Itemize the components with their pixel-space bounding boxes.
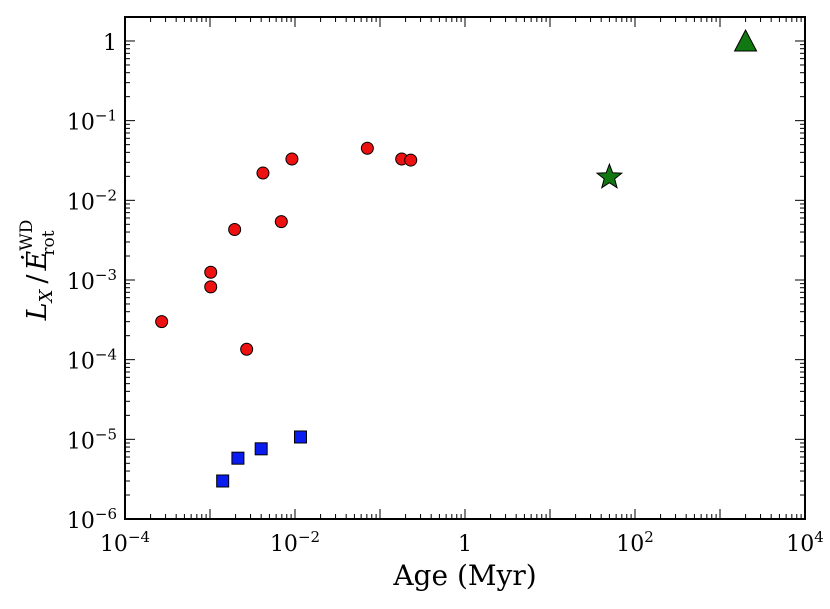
data-point-square bbox=[216, 474, 230, 488]
data-point-triangle bbox=[733, 28, 758, 52]
ylabel-sup-wd: WD bbox=[17, 220, 37, 251]
y-tick-label: 10−4 bbox=[67, 346, 117, 375]
x-tick-label: 10−2 bbox=[270, 528, 320, 557]
ylabel-main: L bbox=[22, 302, 53, 321]
data-point-square bbox=[254, 442, 268, 456]
data-point-circle bbox=[204, 265, 218, 279]
y-tick-label: 10−6 bbox=[67, 505, 117, 534]
data-point-star bbox=[595, 162, 624, 189]
y-tick-label: 10−2 bbox=[67, 186, 117, 215]
ylabel-slash: / bbox=[22, 274, 53, 284]
data-point-circle bbox=[228, 223, 242, 237]
data-point-square bbox=[231, 451, 245, 465]
y-tick-label: 10−3 bbox=[67, 266, 117, 295]
ylabel-edot: Ė bbox=[20, 250, 53, 271]
y-tick-label: 10−1 bbox=[67, 107, 117, 136]
y-axis-label: LX / ĖWD rot bbox=[17, 220, 59, 322]
data-point-circle bbox=[285, 152, 299, 166]
data-point-circle bbox=[204, 280, 218, 294]
data-point-circle bbox=[274, 215, 288, 229]
ylabel-sub-x: X bbox=[36, 288, 57, 304]
x-tick-label: 1 bbox=[458, 532, 472, 557]
x-tick-label: 104 bbox=[786, 528, 824, 557]
x-axis-label: Age (Myr) bbox=[392, 559, 536, 592]
data-point-circle bbox=[155, 315, 169, 329]
x-tick-label: 102 bbox=[616, 528, 654, 557]
plot-frame bbox=[124, 16, 806, 520]
data-point-square bbox=[293, 430, 307, 444]
y-tick-label: 1 bbox=[103, 31, 117, 56]
y-tick-label: 10−5 bbox=[67, 425, 117, 454]
ticks-layer: 10−4 10−2 1 102 104 10−6 10−5 10−4 10−3 10−2 10−1 1 bbox=[67, 16, 824, 557]
data-point-circle bbox=[240, 342, 254, 356]
data-point-circle bbox=[360, 141, 374, 155]
ylabel-sub-rot: rot bbox=[39, 230, 59, 255]
data-point-circle bbox=[404, 153, 418, 167]
x-tick-label: 10−4 bbox=[100, 528, 150, 557]
marks-layer bbox=[155, 28, 758, 488]
data-point-circle bbox=[256, 166, 270, 180]
